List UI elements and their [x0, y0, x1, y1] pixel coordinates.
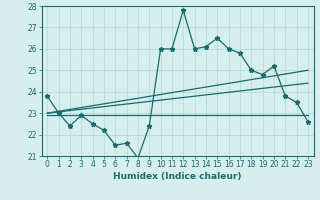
X-axis label: Humidex (Indice chaleur): Humidex (Indice chaleur)	[113, 172, 242, 181]
